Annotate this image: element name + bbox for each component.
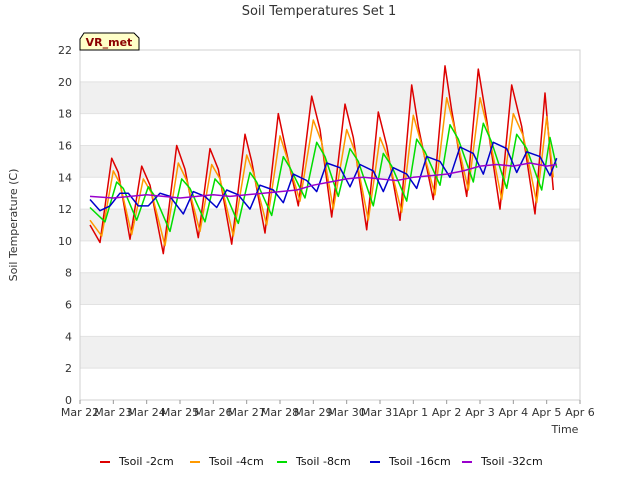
legend-label: Tsoil -32cm xyxy=(480,455,543,468)
series-layer xyxy=(89,65,558,255)
x-tick-label: Mar 31 xyxy=(361,406,399,419)
plot-frame xyxy=(79,49,581,401)
legend-label: Tsoil -4cm xyxy=(208,455,264,468)
x-tick-label: Apr 1 xyxy=(399,406,429,419)
x-tick-label: Apr 2 xyxy=(432,406,462,419)
grid-band xyxy=(80,336,580,369)
x-axis-label: Time xyxy=(551,423,579,436)
grid-band xyxy=(80,81,580,114)
x-tick-label: Mar 22 xyxy=(61,406,99,419)
plot-background xyxy=(80,50,580,400)
x-tick-label: Apr 4 xyxy=(499,406,529,419)
x-tick-label: Apr 5 xyxy=(532,406,562,419)
series-line-tsoil-32cm xyxy=(89,162,557,199)
legend-item: Tsoil -8cm xyxy=(277,455,351,468)
y-tick-label: 0 xyxy=(65,394,72,407)
x-tick-label: Mar 25 xyxy=(161,406,199,419)
legend-item: Tsoil -32cm xyxy=(462,455,543,468)
y-tick-label: 20 xyxy=(58,76,72,89)
x-tick-label: Mar 23 xyxy=(94,406,132,419)
series-line-tsoil-2cm xyxy=(89,65,555,255)
y-tick-label: 4 xyxy=(65,330,72,343)
badge-label: VR_met xyxy=(86,36,133,49)
legend-item: Tsoil -4cm xyxy=(190,455,264,468)
legend: Tsoil -2cm Tsoil -4cm Tsoil -8cm Tsoil -16c… xyxy=(100,455,543,468)
y-tick-label: 8 xyxy=(65,267,72,280)
grid-lines xyxy=(80,49,580,401)
grid-band xyxy=(80,113,580,146)
legend-item: Tsoil -2cm xyxy=(100,455,174,468)
y-tick-label: 10 xyxy=(58,235,72,248)
grid-band xyxy=(80,272,580,305)
y-tick-label: 16 xyxy=(58,139,72,152)
x-tick-label: Mar 30 xyxy=(328,406,366,419)
y-tick-label: 12 xyxy=(58,203,72,216)
y-tick-label: 18 xyxy=(58,108,72,121)
legend-label: Tsoil -16cm xyxy=(388,455,451,468)
chart-title: Soil Temperatures Set 1 xyxy=(242,4,397,19)
grid-band xyxy=(80,304,580,337)
series-line-tsoil-16cm xyxy=(89,141,558,215)
y-tick-label: 6 xyxy=(65,299,72,312)
x-tick-label: Apr 6 xyxy=(565,406,595,419)
series-line-tsoil-4cm xyxy=(89,96,555,247)
y-axis-label: Soil Temperature (C) xyxy=(7,169,20,282)
y-tick-label: 2 xyxy=(65,362,72,375)
grid-band xyxy=(80,240,580,273)
legend-item: Tsoil -16cm xyxy=(370,455,451,468)
x-tick-label: Mar 27 xyxy=(228,406,266,419)
y-axis-ticks: 0 2 4 6 8 10 12 14 16 18 20 22 xyxy=(58,44,72,407)
y-tick-label: 22 xyxy=(58,44,72,57)
x-tick-label: Apr 3 xyxy=(465,406,495,419)
y-tick-label: 14 xyxy=(58,171,72,184)
grid-band xyxy=(80,368,580,400)
x-tick-label: Mar 26 xyxy=(194,406,232,419)
legend-label: Tsoil -8cm xyxy=(295,455,351,468)
x-tick-label: Mar 28 xyxy=(261,406,299,419)
x-tick-label: Mar 29 xyxy=(294,406,332,419)
vr-met-badge: VR_met xyxy=(79,32,140,51)
grid-band xyxy=(80,50,580,82)
x-tick-label: Mar 24 xyxy=(128,406,166,419)
series-line-tsoil-8cm xyxy=(89,122,558,233)
legend-label: Tsoil -2cm xyxy=(118,455,174,468)
